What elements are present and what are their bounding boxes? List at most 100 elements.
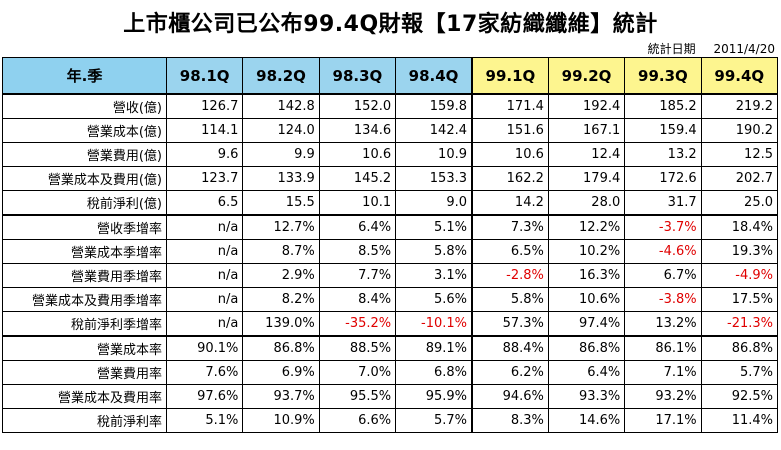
- table-row: 營收季增率 n/a 12.7% 6.4% 5.1% 7.3% 12.2% -3.7% 18.4%: [2, 214, 779, 240]
- table-cell: 86.8%: [242, 335, 320, 361]
- table-cell: 6.2%: [470, 360, 549, 385]
- table-row: 營業費用率 7.6% 6.9% 7.0% 6.8% 6.2% 6.4% 7.1% 5.7%: [2, 360, 779, 385]
- header-quarter: 99.1Q: [470, 57, 549, 95]
- table-cell: 8.4%: [318, 287, 397, 312]
- table-cell: 9.9: [242, 142, 320, 167]
- table-cell: 11.4%: [700, 408, 779, 433]
- table-row: 稅前淨利率 5.1% 10.9% 6.6% 5.7% 8.3% 14.6% 17.1% 11.4…: [2, 408, 779, 433]
- table-cell: 95.9%: [395, 384, 473, 409]
- financial-table: 年.季 98.1Q 98.2Q 98.3Q 98.4Q 99.1Q 99.2Q …: [2, 57, 779, 433]
- table-cell: 25.0: [700, 190, 779, 216]
- table-cell: 190.2: [700, 118, 779, 143]
- table-cell: 162.2: [470, 166, 549, 191]
- table-cell: 152.0: [318, 93, 397, 119]
- table-cell: 16.3%: [547, 263, 626, 288]
- table-cell: 95.5%: [318, 384, 397, 409]
- table-cell: 6.5: [165, 190, 244, 216]
- table-cell: 5.7%: [700, 360, 779, 385]
- table-cell: 12.2%: [547, 214, 626, 240]
- table-cell: 57.3%: [470, 311, 549, 337]
- header-quarter: 98.1Q: [165, 57, 244, 95]
- table-cell: 13.2: [624, 142, 702, 167]
- table-cell: 133.9: [242, 166, 320, 191]
- table-cell: 10.6: [318, 142, 397, 167]
- table-cell: 28.0: [547, 190, 626, 216]
- table-cell: 5.1%: [395, 214, 473, 240]
- table-cell: 8.2%: [242, 287, 320, 312]
- table-cell: 8.5%: [318, 239, 397, 264]
- date-value: 2011/4/20: [713, 42, 775, 56]
- table-row: 營收(億) 126.7 142.8 152.0 159.8 171.4 192.4 185.2…: [2, 93, 779, 119]
- row-label: 營業成本及費用(億): [2, 166, 167, 191]
- stat-date: 統計日期 2011/4/20: [634, 40, 775, 57]
- table-row: 營業成本及費用季增率 n/a 8.2% 8.4% 5.6% 5.8% 10.6% -3.8% 1…: [2, 287, 779, 312]
- table-cell: 97.6%: [165, 384, 244, 409]
- row-label: 營業費用率: [2, 360, 167, 385]
- table-cell: 171.4: [470, 93, 549, 119]
- table-cell: -4.6%: [624, 239, 702, 264]
- table-cell: 86.8%: [547, 335, 626, 361]
- table-row: 營業成本及費用率 97.6% 93.7% 95.5% 95.9% 94.6% 93.3% 93…: [2, 384, 779, 409]
- table-cell: 159.4: [624, 118, 702, 143]
- table-cell: 139.0%: [242, 311, 320, 337]
- table-cell: 7.6%: [165, 360, 244, 385]
- header-quarter: 98.3Q: [318, 57, 397, 95]
- table-cell: 14.6%: [547, 408, 626, 433]
- table-cell: 93.3%: [547, 384, 626, 409]
- table-cell: 179.4: [547, 166, 626, 191]
- table-cell: 8.7%: [242, 239, 320, 264]
- row-label: 稅前淨利(億): [2, 190, 167, 216]
- table-cell: 17.1%: [624, 408, 702, 433]
- table-cell: n/a: [165, 311, 244, 337]
- table-cell: 89.1%: [395, 335, 473, 361]
- table-cell: 5.7%: [395, 408, 473, 433]
- header-quarter: 99.3Q: [624, 57, 702, 95]
- table-cell: 6.6%: [318, 408, 397, 433]
- table-cell: 192.4: [547, 93, 626, 119]
- table-cell: 185.2: [624, 93, 702, 119]
- row-label: 營業費用季增率: [2, 263, 167, 288]
- header-quarter: 98.4Q: [395, 57, 473, 95]
- table-cell: 90.1%: [165, 335, 244, 361]
- table-row: 營業成本季增率 n/a 8.7% 8.5% 5.8% 6.5% 10.2% -4.6% 19.3…: [2, 239, 779, 264]
- header-quarter: 99.4Q: [700, 57, 779, 95]
- table-cell: 172.6: [624, 166, 702, 191]
- table-cell: 12.7%: [242, 214, 320, 240]
- table-cell: 86.8%: [700, 335, 779, 361]
- table-cell: 88.4%: [470, 335, 549, 361]
- table-cell: 88.5%: [318, 335, 397, 361]
- table-cell: 5.6%: [395, 287, 473, 312]
- page-title: 上市櫃公司已公布99.4Q財報【17家紡織纖維】統計: [123, 12, 658, 37]
- table-row: 營業成本(億) 114.1 124.0 134.6 142.4 151.6 167.1 159…: [2, 118, 779, 143]
- table-cell: 6.9%: [242, 360, 320, 385]
- table-cell: 134.6: [318, 118, 397, 143]
- table-cell: 94.6%: [470, 384, 549, 409]
- table-cell: 31.7: [624, 190, 702, 216]
- table-header-row: 年.季 98.1Q 98.2Q 98.3Q 98.4Q 99.1Q 99.2Q …: [2, 57, 779, 95]
- table-cell: 10.9%: [242, 408, 320, 433]
- table-row: 稅前淨利季增率 n/a 139.0% -35.2% -10.1% 57.3% 97.4% 13…: [2, 311, 779, 337]
- table-cell: 145.2: [318, 166, 397, 191]
- row-label: 營收(億): [2, 93, 167, 119]
- date-label: 統計日期: [647, 42, 696, 56]
- table-cell: 3.1%: [395, 263, 473, 288]
- table-cell: 10.6: [470, 142, 549, 167]
- table-cell: 7.3%: [470, 214, 549, 240]
- table-row: 營業成本及費用(億) 123.7 133.9 145.2 153.3 162.2 179.4…: [2, 166, 779, 191]
- table-cell: 14.2: [470, 190, 549, 216]
- header-label: 年.季: [2, 57, 167, 95]
- table-cell: -4.9%: [700, 263, 779, 288]
- table-cell: 124.0: [242, 118, 320, 143]
- table-cell: 97.4%: [547, 311, 626, 337]
- table-cell: 17.5%: [700, 287, 779, 312]
- table-cell: n/a: [165, 214, 244, 240]
- table-cell: n/a: [165, 287, 244, 312]
- table-cell: 126.7: [165, 93, 244, 119]
- table-row: 營業成本率 90.1% 86.8% 88.5% 89.1% 88.4% 86.8% 86.1%…: [2, 335, 779, 361]
- table-cell: 142.4: [395, 118, 473, 143]
- row-label: 營業成本季增率: [2, 239, 167, 264]
- table-cell: 10.6%: [547, 287, 626, 312]
- table-cell: 7.7%: [318, 263, 397, 288]
- table-cell: 93.7%: [242, 384, 320, 409]
- table-cell: 10.2%: [547, 239, 626, 264]
